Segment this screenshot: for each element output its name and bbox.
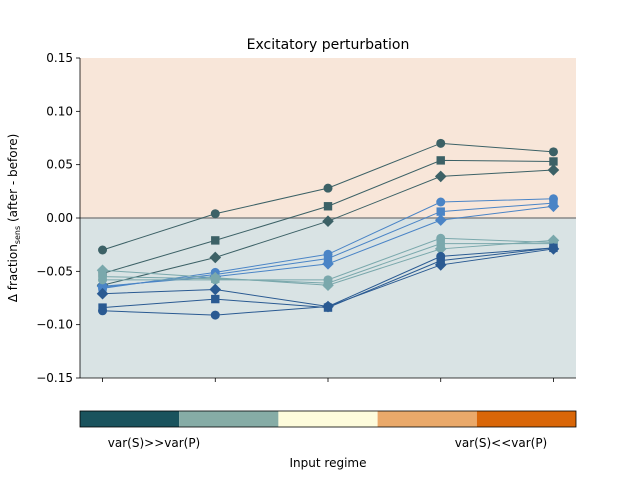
point-8-4 (547, 234, 560, 247)
point-2-4 (547, 164, 560, 176)
point-5-0 (96, 280, 109, 293)
y-axis-label-subscript: sens (13, 226, 22, 244)
colorbar-segment-1 (179, 411, 279, 427)
point-0-1 (210, 209, 220, 219)
series-layer (96, 138, 560, 320)
chart-title: Excitatory perturbation (247, 37, 410, 53)
point-0-0 (98, 245, 108, 255)
y-tick-label-6: 0.15 (46, 51, 73, 65)
point-1-4 (549, 157, 558, 166)
colorbar-left-label: var(S)>>var(P) (108, 436, 200, 450)
point-10-0 (98, 303, 107, 312)
point-3-3 (436, 197, 446, 207)
point-8-2 (322, 279, 334, 291)
y-tick-label-1: −0.10 (36, 318, 73, 332)
y-tick-label-3: 0.00 (46, 211, 73, 225)
axes: −0.15 −0.10 −0.05 0.00 0.05 0.10 0.15 (36, 51, 576, 385)
colorbar-border (79, 410, 577, 428)
point-0-2 (323, 183, 333, 193)
y-tick-label-0: −0.15 (36, 371, 73, 385)
series-11 (96, 243, 560, 313)
point-5-2 (322, 258, 334, 270)
point-8-3 (434, 243, 447, 255)
region-0 (80, 58, 576, 218)
point-7-0 (98, 272, 107, 281)
point-2-2 (322, 215, 334, 227)
y-axis-label-main: Δ fraction (6, 244, 20, 302)
point-8-0 (96, 264, 109, 277)
colorbar-segment-3 (377, 411, 477, 427)
y-tick-label-2: −0.05 (36, 264, 73, 278)
colorbar-segment-4 (476, 411, 576, 427)
point-11-4 (547, 243, 560, 255)
point-11-0 (96, 287, 109, 300)
point-2-1 (209, 251, 222, 264)
point-11-2 (322, 300, 334, 313)
colorbar-right-label: var(S)<<var(P) (455, 436, 547, 450)
point-1-2 (323, 202, 333, 211)
colorbar-segment-2 (278, 411, 378, 427)
point-9-1 (210, 310, 220, 320)
point-0-3 (436, 138, 446, 148)
point-4-3 (436, 207, 445, 216)
point-5-4 (547, 200, 560, 213)
y-axis-label: Δ fractionsens (after - before) (6, 134, 22, 303)
x-axis-label: Input regime (290, 456, 367, 470)
point-5-3 (434, 214, 447, 226)
y-tick-label-4: 0.05 (46, 158, 73, 172)
point-11-1 (209, 283, 222, 296)
y-axis-label-tail: (after - before) (6, 134, 20, 226)
series-0 (98, 138, 558, 255)
point-0-4 (548, 147, 558, 157)
point-10-1 (211, 294, 220, 304)
point-1-1 (211, 236, 220, 245)
region-1 (80, 218, 576, 378)
point-8-1 (209, 271, 222, 284)
colorbar-segment-0 (80, 411, 180, 427)
point-1-3 (436, 156, 445, 165)
point-11-3 (434, 259, 447, 271)
series-8 (96, 234, 560, 291)
y-tick-label-5: 0.10 (46, 104, 73, 118)
point-2-3 (434, 170, 447, 183)
colorbar (79, 410, 577, 428)
